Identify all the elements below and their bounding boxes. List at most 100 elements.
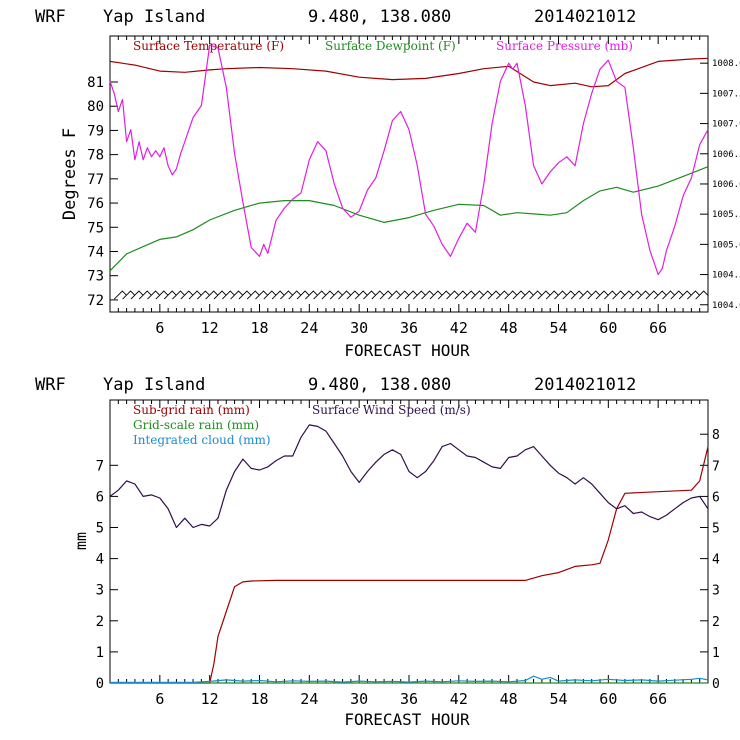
top-y2-axis: 1004.0 1004.5 1005.0 1005.5 1006.0 1006.5 1007… [700, 59, 740, 311]
bottom-location-label: Yap Island [103, 375, 205, 395]
wind-barb [454, 290, 468, 300]
y2-tick-label: 8 [712, 428, 720, 443]
wind-barb [653, 290, 667, 300]
wind-barb [612, 290, 625, 300]
bottom-y2-axis: 0 1 2 3 4 5 6 7 8 [700, 428, 720, 692]
wind-barb [412, 290, 426, 300]
wind-barb [504, 290, 517, 300]
wind-barb [305, 290, 318, 300]
wind-barb [188, 290, 202, 300]
wind-barb [429, 290, 443, 300]
y2-tick-label: 1005.0 [712, 240, 740, 250]
wind-barb [554, 290, 567, 300]
wind-barb [180, 290, 194, 300]
wind-barb [296, 290, 310, 300]
series-line-dewpoint [109, 166, 709, 272]
x-tick-label: 36 [400, 319, 418, 337]
top-legend-pressure: Surface Pressure (mb) [496, 39, 633, 53]
wind-barb [363, 290, 376, 300]
wind-barb [645, 290, 659, 300]
x-tick-label: 48 [500, 690, 518, 708]
y-tick-label: 7 [96, 458, 104, 474]
wind-barb [487, 290, 501, 300]
y2-tick-label: 1008.0 [712, 59, 740, 69]
wind-barb [329, 290, 343, 300]
wind-barb [280, 290, 293, 300]
bottom-x-axis: 6 12 18 24 30 36 42 48 54 60 66 [117, 400, 701, 708]
x-tick-label: 6 [155, 690, 164, 708]
y2-tick-label: 1007.0 [712, 120, 740, 130]
wind-barb [520, 290, 534, 300]
wind-barb [496, 290, 509, 300]
x-tick-label: 54 [549, 319, 567, 337]
bottom-series [109, 424, 709, 684]
wind-barb [138, 290, 152, 300]
bottom-y-axis: 0 1 2 3 4 5 6 7 [96, 458, 118, 692]
y2-tick-label: 1 [712, 646, 720, 661]
top-series [109, 44, 709, 276]
y2-tick-label: 1005.5 [712, 210, 740, 220]
x-tick-label: 30 [350, 319, 368, 337]
series-line-subgrid [110, 446, 709, 684]
y2-tick-label: 1007.5 [712, 89, 740, 99]
x-tick-label: 6 [155, 319, 164, 337]
y2-tick-label: 1004.5 [712, 271, 740, 281]
wind-barb [479, 290, 493, 300]
top-legend-dewpoint: Surface Dewpoint (F) [325, 39, 456, 53]
wind-barb [246, 290, 260, 300]
top-legend-temperature: Surface Temperature (F) [133, 39, 284, 53]
top-model-label: WRF [35, 7, 66, 27]
y2-tick-label: 1006.5 [712, 150, 740, 160]
temperature-panel: WRF Yap Island 9.480, 138.080 2014021012… [35, 7, 740, 360]
wind-barb [570, 290, 584, 300]
wind-barb [512, 290, 526, 300]
y-tick-label: 78 [87, 148, 104, 164]
top-y-axis: 72 73 74 75 76 77 78 79 80 81 [87, 75, 118, 309]
wind-barb [230, 290, 243, 300]
bottom-legend-subgrid: Sub-grid rain (mm) [133, 403, 250, 417]
wind-barb [537, 290, 551, 300]
y-tick-label: 3 [96, 583, 104, 599]
y2-tick-label: 2 [712, 615, 720, 630]
y-tick-label: 74 [87, 244, 104, 260]
top-x-axis-title: FORECAST HOUR [344, 341, 470, 360]
wind-barb [271, 290, 285, 300]
wind-barb [421, 290, 434, 300]
wind-barb [687, 290, 700, 300]
y-tick-label: 81 [87, 75, 104, 91]
wind-barb [462, 290, 476, 300]
x-tick-label: 24 [300, 690, 318, 708]
x-tick-label: 60 [599, 690, 617, 708]
x-tick-label: 18 [250, 690, 268, 708]
wind-barb [637, 290, 650, 300]
series-line-temperature [109, 57, 709, 88]
wind-barb [579, 290, 592, 300]
wind-barbs [113, 290, 709, 300]
y-tick-label: 72 [87, 293, 104, 309]
x-tick-label: 12 [201, 690, 219, 708]
y2-tick-label: 1006.0 [712, 180, 740, 190]
wind-barb [678, 290, 692, 300]
y-tick-label: 1 [96, 645, 104, 661]
top-x-axis: 6 12 18 24 30 36 42 48 54 60 66 [117, 36, 701, 337]
x-tick-label: 60 [599, 319, 617, 337]
wind-barb [255, 290, 268, 300]
wind-barb [529, 290, 542, 300]
y-tick-label: 77 [87, 172, 104, 188]
y2-tick-label: 0 [712, 677, 720, 692]
wind-barb [379, 290, 393, 300]
wind-barb [604, 290, 617, 300]
bottom-run-label: 2014021012 [534, 375, 636, 395]
wind-barb [346, 290, 360, 300]
y-tick-label: 76 [87, 196, 104, 212]
bottom-legend-cloud: Integrated cloud (mm) [133, 433, 271, 447]
wind-barb [338, 290, 351, 300]
precipitation-panel: WRF Yap Island 9.480, 138.080 2014021012… [35, 375, 720, 729]
wind-barb [155, 290, 169, 300]
top-location-label: Yap Island [103, 7, 205, 27]
wind-barb [238, 290, 252, 300]
wind-barb [545, 290, 559, 300]
y-tick-label: 80 [87, 99, 104, 115]
wind-barb [437, 290, 451, 300]
